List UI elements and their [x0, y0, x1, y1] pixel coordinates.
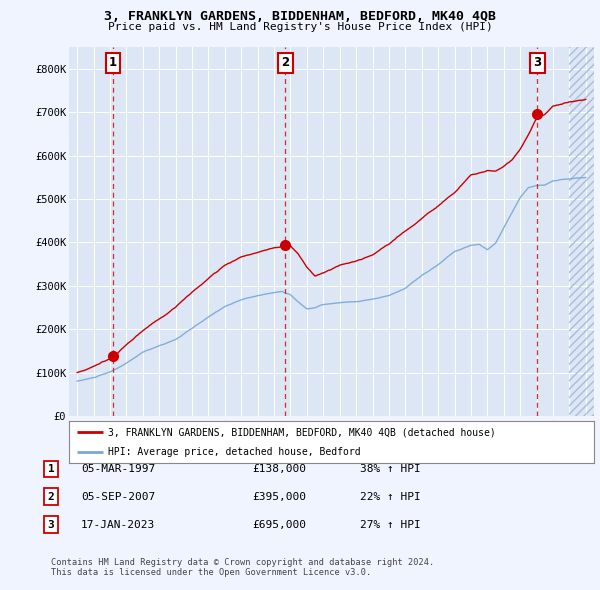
Text: £138,000: £138,000: [252, 464, 306, 474]
Text: £395,000: £395,000: [252, 492, 306, 502]
Text: 3, FRANKLYN GARDENS, BIDDENHAM, BEDFORD, MK40 4QB (detached house): 3, FRANKLYN GARDENS, BIDDENHAM, BEDFORD,…: [109, 427, 496, 437]
Text: Contains HM Land Registry data © Crown copyright and database right 2024.
This d: Contains HM Land Registry data © Crown c…: [51, 558, 434, 577]
Text: 17-JAN-2023: 17-JAN-2023: [81, 520, 155, 529]
Text: Price paid vs. HM Land Registry's House Price Index (HPI): Price paid vs. HM Land Registry's House …: [107, 22, 493, 32]
Text: 1: 1: [47, 464, 55, 474]
Text: 2: 2: [47, 492, 55, 502]
Text: £695,000: £695,000: [252, 520, 306, 529]
Text: 1: 1: [109, 57, 117, 70]
Text: 3: 3: [47, 520, 55, 529]
Text: 22% ↑ HPI: 22% ↑ HPI: [360, 492, 421, 502]
Text: 05-SEP-2007: 05-SEP-2007: [81, 492, 155, 502]
Bar: [569, 47, 594, 416]
Text: 3: 3: [533, 57, 541, 70]
Text: HPI: Average price, detached house, Bedford: HPI: Average price, detached house, Bedf…: [109, 447, 361, 457]
Text: 2: 2: [281, 57, 289, 70]
Text: 38% ↑ HPI: 38% ↑ HPI: [360, 464, 421, 474]
Text: 05-MAR-1997: 05-MAR-1997: [81, 464, 155, 474]
Text: 27% ↑ HPI: 27% ↑ HPI: [360, 520, 421, 529]
Text: 3, FRANKLYN GARDENS, BIDDENHAM, BEDFORD, MK40 4QB: 3, FRANKLYN GARDENS, BIDDENHAM, BEDFORD,…: [104, 10, 496, 23]
